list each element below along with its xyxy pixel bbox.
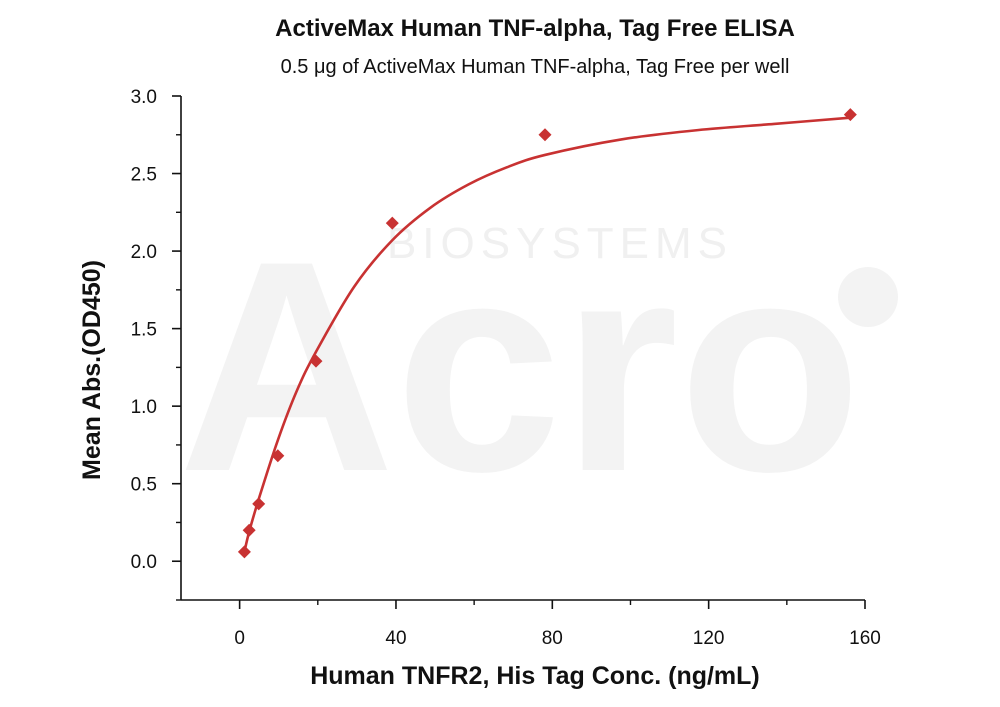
x-tick-label: 80 [542,628,563,649]
data-point-marker [538,128,552,142]
watermark-logo: Acro BIOSYSTEMS [178,198,898,534]
y-tick-label: 2.5 [131,165,157,186]
data-points-layer [237,108,857,559]
chart-title: ActiveMax Human TNF-alpha, Tag Free ELIS… [275,15,795,42]
y-tick-label: 2.0 [131,242,157,263]
watermark-dot-icon [838,267,898,327]
data-point-marker [843,108,857,122]
y-tick-label: 0.0 [131,552,157,573]
watermark-logo-subtext: BIOSYSTEMS [387,219,733,268]
y-axis-ticks: 0.0 0.5 1.0 1.5 2.0 2.5 3.0 [131,87,181,601]
watermark-logo-text: Acro [178,198,862,534]
data-point-marker [385,216,399,230]
data-point-marker [271,449,285,463]
x-tick-label: 40 [385,628,406,649]
y-tick-label: 1.0 [131,397,157,418]
y-tick-label: 3.0 [131,87,157,108]
fit-curve-line [243,116,851,553]
x-axis-ticks: 0 40 80 120 160 [234,600,881,649]
chart-axes: 0.0 0.5 1.0 1.5 2.0 2.5 3.0 0 40 80 120 160 [131,87,881,649]
x-axis-title: Human TNFR2, His Tag Conc. (ng/mL) [310,662,760,690]
data-point-marker [252,497,266,511]
data-point-marker [237,545,251,559]
fit-curve-layer [243,116,851,553]
chart-subtitle: 0.5 μg of ActiveMax Human TNF-alpha, Tag… [281,56,790,78]
x-tick-label: 0 [234,628,245,649]
data-point-marker [309,354,323,368]
y-axis-title: Mean Abs.(OD450) [78,260,106,480]
data-point-marker [242,523,256,537]
x-tick-label: 120 [693,628,725,649]
y-tick-label: 1.5 [131,320,157,341]
y-tick-label: 0.5 [131,475,157,496]
x-tick-label: 160 [849,628,881,649]
